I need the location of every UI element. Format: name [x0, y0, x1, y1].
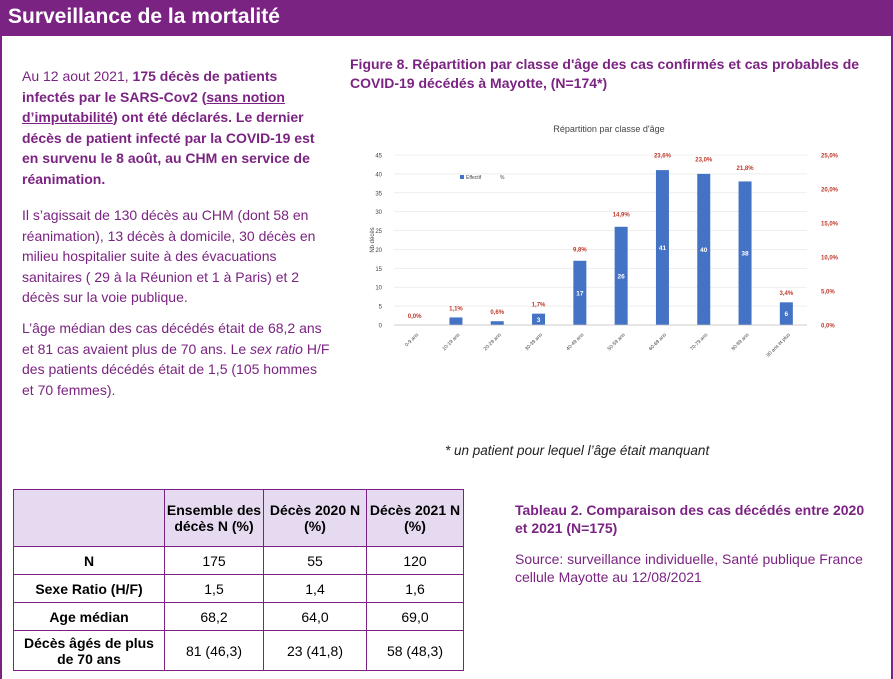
x-tick-label: 30-39 ans [524, 332, 544, 352]
x-tick-label: 0-9 ans [404, 332, 420, 348]
table-cell: 1,5 [164, 574, 264, 603]
paragraph-intro: Au 12 aout 2021, 175 décès de patients i… [22, 68, 315, 187]
bar [490, 321, 504, 325]
bar-value-label: 26 [618, 273, 626, 280]
x-tick-label: 90 ans et plus [766, 332, 793, 359]
y2-tick-label: 25,0% [821, 154, 839, 160]
table-cell: 58 (48,3) [366, 630, 464, 671]
bar-value-label: 40 [700, 247, 708, 254]
y2-tick-label: 20,0% [821, 188, 839, 194]
header-bar: Surveillance de la mortalité [0, 0, 893, 36]
legend-label: Effectif [466, 175, 482, 181]
comparison-table: Ensemble des décès N (%) Décès 2020 N (%… [13, 489, 464, 671]
table-cell: 175 [164, 546, 264, 575]
table-cell: 64,0 [263, 602, 367, 631]
y-tick-label: 20 [375, 248, 382, 254]
x-tick-label: 10-19 ans [441, 332, 461, 352]
pct-label: 1,1% [449, 307, 463, 313]
table-header-row: Ensemble des décès N (%) Décès 2020 N (%… [13, 489, 464, 547]
y2-tick-label: 15,0% [821, 222, 839, 228]
y-tick-label: 15 [375, 267, 382, 273]
page-title: Surveillance de la mortalité [8, 5, 280, 28]
pct-label: 23,6% [654, 154, 672, 160]
pct-label: 9,8% [573, 247, 587, 253]
pct-label: 23,0% [695, 158, 713, 164]
y-tick-label: 0 [379, 324, 383, 330]
pct-label: 0,0% [408, 314, 422, 320]
bar [614, 226, 628, 325]
y-tick-label: 40 [375, 172, 382, 178]
figure-caption: Figure 8. Répartition par classe d'âge d… [350, 56, 860, 91]
bar [738, 181, 752, 325]
y-axis-label: Nb décès [370, 227, 376, 252]
table-cell: 55 [263, 546, 367, 575]
header-cell: Décès 2021 N (%) [366, 489, 464, 547]
bar [532, 313, 546, 325]
y-tick-label: 30 [375, 210, 382, 216]
x-tick-label: 40-49 ans [565, 332, 585, 352]
table-caption: Tableau 2. Comparaison des cas décédés e… [515, 502, 865, 536]
table-cell: 69,0 [366, 602, 464, 631]
paragraph-age: L’âge médian des cas décédés était de 68… [22, 320, 330, 398]
bar-value-label: 41 [659, 245, 667, 252]
row-header: Age médian [13, 602, 165, 631]
table-row: N 175 55 120 [13, 546, 464, 575]
table-row: Age médian 68,2 64,0 69,0 [13, 602, 464, 631]
table-cell: 81 (46,3) [164, 630, 264, 671]
y-tick-label: 25 [375, 229, 382, 235]
pct-label: 0,6% [490, 310, 504, 316]
y2-tick-label: 10,0% [821, 256, 839, 262]
table-cell: 1,6 [366, 574, 464, 603]
paragraph-places: Il s’agissait de 130 décès au CHM (dont … [22, 207, 316, 306]
header-cell: Ensemble des décès N (%) [164, 489, 264, 547]
pct-label: 3,4% [780, 291, 794, 297]
header-cell [13, 489, 165, 547]
legend-swatch [460, 175, 464, 179]
bar [449, 317, 463, 325]
bar-value-label: 38 [741, 251, 749, 258]
bar [573, 260, 587, 325]
x-tick-label: 80-89 ans [730, 332, 750, 352]
bar-value-label: 3 [537, 317, 541, 324]
table-row: Sexe Ratio (H/F) 1,5 1,4 1,6 [13, 574, 464, 603]
y-tick-label: 10 [375, 286, 382, 292]
y-tick-label: 35 [375, 191, 382, 197]
legend-label: % [500, 175, 505, 181]
chart-title: Répartition par classe d'âge [553, 124, 664, 134]
row-header: N [13, 546, 165, 575]
table-cell: 1,4 [263, 574, 367, 603]
age-chart: Répartition par classe d'âge051015202530… [370, 124, 839, 359]
header-cell: Décès 2020 N (%) [263, 489, 367, 547]
table-cell: 68,2 [164, 602, 264, 631]
table-cell: 23 (41,8) [263, 630, 367, 671]
table-source: Source: surveillance individuelle, Santé… [515, 551, 863, 585]
y-tick-label: 45 [375, 154, 382, 160]
x-tick-label: 60-69 ans [648, 332, 668, 352]
bar [779, 302, 793, 325]
bar-value-label: 6 [785, 311, 789, 318]
x-tick-label: 20-29 ans [483, 332, 503, 352]
pct-label: 1,7% [532, 302, 546, 308]
y2-tick-label: 5,0% [821, 290, 835, 296]
bar-value-label: 17 [576, 290, 584, 297]
row-header: Sexe Ratio (H/F) [13, 574, 165, 603]
x-tick-label: 70-79 ans [689, 332, 709, 352]
row-header: Décès âgés de plus de 70 ans [13, 630, 165, 671]
table-row: Décès âgés de plus de 70 ans 81 (46,3) 2… [13, 630, 464, 671]
table-cell: 120 [366, 546, 464, 575]
pct-label: 21,8% [737, 166, 755, 172]
x-tick-label: 50-59 ans [607, 332, 627, 352]
content-frame [0, 36, 893, 679]
y2-tick-label: 0,0% [821, 324, 835, 330]
pct-label: 14,9% [613, 213, 631, 219]
y-tick-label: 5 [379, 305, 383, 311]
bar [655, 170, 669, 325]
bar [697, 173, 711, 325]
figure-note: * un patient pour lequel l’âge était man… [445, 443, 710, 458]
